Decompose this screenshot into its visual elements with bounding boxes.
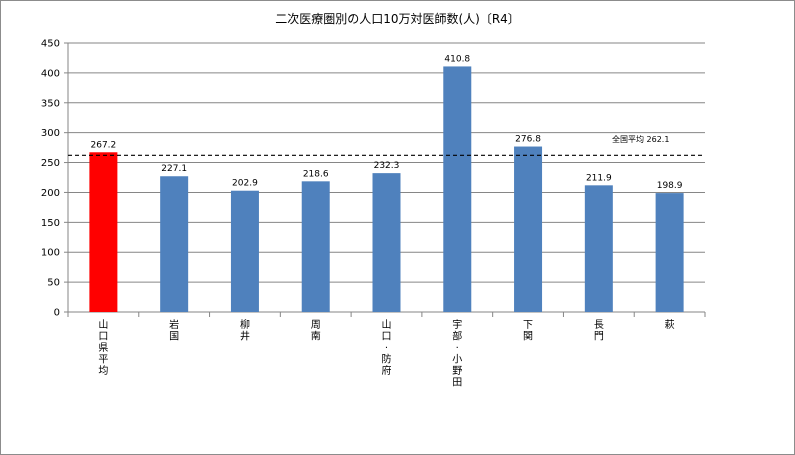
bar-5 bbox=[372, 173, 401, 312]
x-tick-label: 宇部·小野田 bbox=[452, 318, 462, 389]
x-tick-label: 萩 bbox=[665, 319, 675, 331]
x-tick-label: 岩国 bbox=[169, 318, 179, 343]
y-tick-label: 400 bbox=[41, 68, 60, 79]
y-tick-label: 300 bbox=[41, 128, 60, 139]
y-tick-label: 0 bbox=[54, 308, 60, 319]
y-tick-label: 50 bbox=[47, 278, 60, 289]
x-tick-label: 周南 bbox=[311, 319, 321, 343]
y-tick-label: 200 bbox=[41, 188, 60, 199]
data-label: 276.8 bbox=[515, 135, 541, 145]
reference-label: 全国平均 262.1 bbox=[612, 134, 669, 144]
x-tick-label: 長門 bbox=[594, 319, 604, 343]
y-tick-label: 350 bbox=[41, 98, 60, 109]
x-tick-label: 柳井 bbox=[240, 318, 250, 343]
bar-3 bbox=[230, 190, 259, 312]
data-label: 198.9 bbox=[657, 181, 683, 191]
data-label: 232.3 bbox=[374, 161, 400, 171]
y-tick-label: 100 bbox=[41, 248, 60, 259]
y-tick-label: 450 bbox=[41, 39, 60, 50]
data-label: 410.8 bbox=[444, 54, 470, 64]
bar-8 bbox=[584, 185, 613, 312]
x-tick-label: 山口県平均 bbox=[98, 319, 108, 377]
bar-1 bbox=[89, 152, 118, 312]
data-label: 218.6 bbox=[303, 169, 329, 179]
y-tick-label: 250 bbox=[41, 158, 60, 169]
data-label: 211.9 bbox=[586, 173, 612, 183]
x-tick-label: 下関 bbox=[523, 320, 533, 343]
bar-4 bbox=[301, 181, 330, 312]
bar-2 bbox=[160, 176, 189, 312]
y-tick-label: 150 bbox=[41, 218, 60, 229]
data-label: 227.1 bbox=[161, 164, 187, 174]
bar-9 bbox=[655, 193, 684, 312]
bar-6 bbox=[443, 66, 472, 312]
data-label: 202.9 bbox=[232, 179, 258, 189]
data-label: 267.2 bbox=[91, 140, 117, 150]
bar-7 bbox=[514, 146, 543, 312]
x-tick-label: 山口·防府 bbox=[382, 319, 392, 377]
chart-title: 二次医療圏別の人口10万対医師数(人)〔R4〕 bbox=[275, 12, 520, 26]
